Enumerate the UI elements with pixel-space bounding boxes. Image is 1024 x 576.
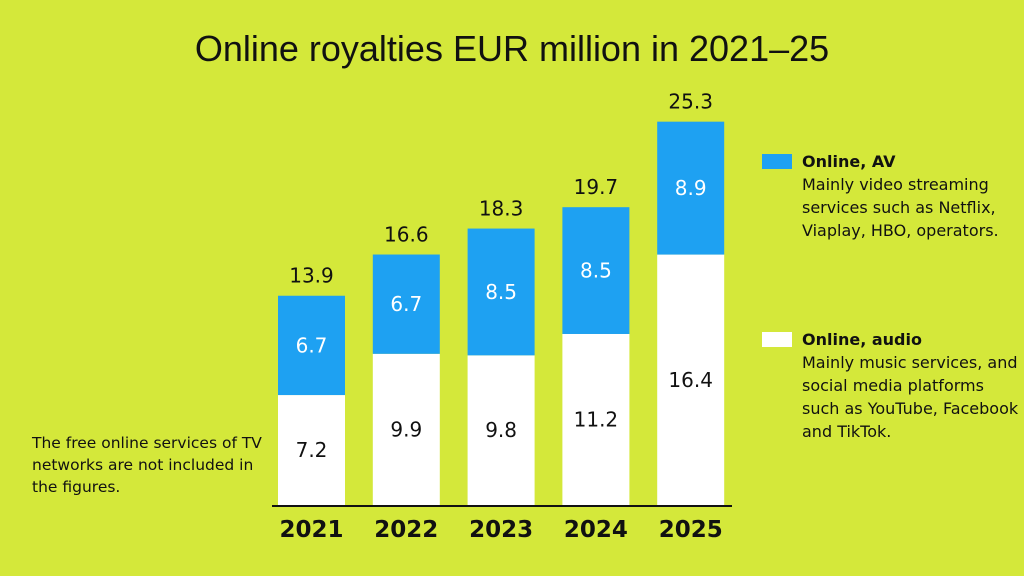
data-label: 8.5	[485, 280, 517, 304]
bar-av-2024	[562, 207, 630, 334]
legend-item-av: Online, AV Mainly video streaming service…	[762, 150, 1022, 242]
bar-audio-2023	[467, 355, 535, 505]
data-label: 9.9	[390, 417, 422, 441]
legend-label: Online, audio	[802, 330, 922, 349]
x-tick-label: 2025	[659, 517, 723, 543]
total-label: 25.3	[668, 90, 713, 114]
total-label: 19.7	[574, 175, 619, 199]
bar-audio-2024	[562, 333, 630, 505]
x-tick-label: 2024	[564, 517, 628, 543]
chart-title: Online royalties EUR million in 2021–25	[194, 28, 830, 69]
data-label: 6.7	[390, 292, 422, 316]
data-label: 8.9	[675, 176, 707, 200]
x-tick-label: 2021	[279, 517, 343, 543]
data-label: 11.2	[574, 407, 619, 431]
legend-swatch-av	[762, 154, 792, 169]
data-label: 16.4	[668, 368, 713, 392]
legend-desc: Mainly video streaming services such as …	[802, 175, 999, 240]
legend-item-audio: Online, audio Mainly music services, and …	[762, 328, 1022, 443]
data-label: 7.2	[296, 438, 328, 462]
bar-audio-2025	[657, 254, 725, 505]
total-label: 16.6	[384, 223, 429, 247]
total-label: 18.3	[479, 197, 524, 221]
footnote: The free online services of TV networks …	[32, 434, 262, 496]
bar-audio-2022	[372, 353, 440, 505]
legend-swatch-audio	[762, 332, 792, 347]
bar-av-2022	[372, 254, 440, 354]
bar-av-2023	[467, 228, 535, 356]
bar-av-2021	[278, 295, 345, 396]
x-tick-label: 2023	[469, 517, 533, 543]
total-label: 13.9	[289, 264, 334, 288]
legend-desc: Mainly music services, and social media …	[802, 353, 1019, 441]
bar-audio-2021	[278, 395, 345, 505]
bar-av-2025	[657, 121, 725, 255]
data-label: 6.7	[296, 333, 328, 357]
data-label: 8.5	[580, 259, 612, 283]
legend-label: Online, AV	[802, 152, 896, 171]
data-label: 9.8	[485, 418, 517, 442]
x-tick-label: 2022	[374, 517, 438, 543]
